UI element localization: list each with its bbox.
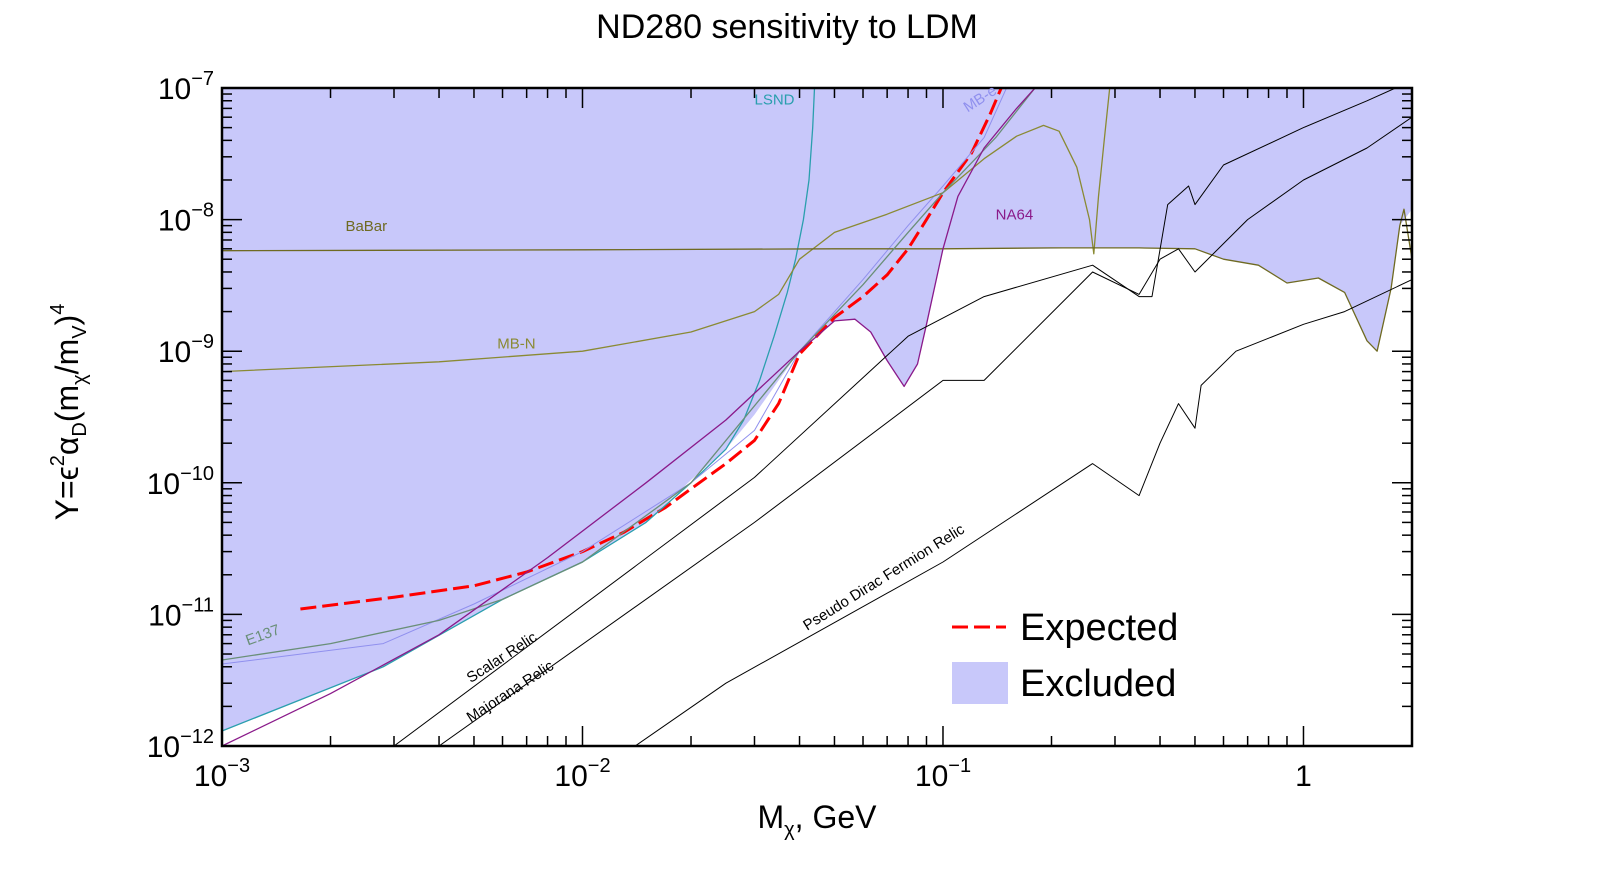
series-e137 — [222, 88, 1036, 661]
y-tick-label: 10−9 — [158, 331, 214, 369]
label-mb-n: MB-N — [497, 335, 535, 352]
series-majorana-relic — [438, 116, 1412, 746]
series-expected — [300, 88, 1003, 611]
legend-swatch-excluded — [952, 662, 1008, 704]
x-tick-label: 10−1 — [915, 755, 971, 793]
label-lsnd: LSND — [754, 91, 794, 108]
x-tick-label: 10−2 — [554, 755, 610, 793]
chart-title: ND280 sensitivity to LDM — [596, 8, 978, 46]
legend-label-expected: Expected — [1020, 607, 1178, 649]
legend-label-excluded: Excluded — [1020, 663, 1176, 705]
x-axis-label: Mχ, GeV — [758, 799, 878, 841]
y-axis-label: Y=ϵ2αD(mχ/mV)4 — [47, 304, 91, 521]
legend: Expected Excluded — [952, 607, 1178, 705]
y-tick-label: 10−11 — [148, 594, 214, 632]
x-tick-label: 10−3 — [194, 755, 250, 793]
y-tick-label: 10−10 — [147, 463, 214, 501]
y-tick-label: 10−8 — [158, 200, 214, 238]
plot-area — [222, 88, 1412, 746]
excluded-region — [222, 88, 1412, 731]
x-tick-label: 1 — [1295, 760, 1312, 793]
series-na64 — [222, 88, 1036, 746]
label-pseudo-dirac-fermion-relic: Pseudo Dirac Fermion Relic — [800, 521, 968, 635]
series-pseudo-dirac-fermion-relic — [634, 279, 1412, 746]
y-tick-label: 10−12 — [147, 726, 214, 764]
series-scalar-relic — [393, 88, 1396, 746]
axis-ticks — [221, 88, 1413, 747]
y-tick-label: 10−7 — [158, 68, 214, 106]
plot-frame — [220, 86, 1414, 748]
series-mb-e — [222, 88, 1007, 665]
label-na64: NA64 — [996, 207, 1034, 224]
series-babar — [222, 208, 1412, 352]
label-babar: BaBar — [345, 218, 387, 235]
